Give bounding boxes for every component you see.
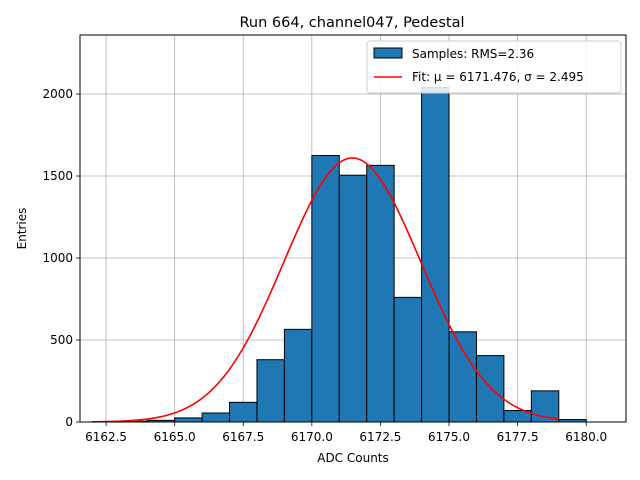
y-axis-ticks: 0 500 1000 1500 2000 <box>42 87 80 429</box>
histogram-bar <box>256 359 285 423</box>
histogram-bar <box>475 355 505 423</box>
histogram-bar <box>311 155 340 423</box>
x-tick-label: 6162.5 <box>85 430 127 444</box>
histogram-bar <box>201 412 231 423</box>
chart-title: Run 664, channel047, Pedestal <box>239 15 464 31</box>
histogram-bar <box>366 164 395 423</box>
x-tick-label: 6175.0 <box>428 430 470 444</box>
histogram-bar <box>421 86 450 423</box>
histogram-bars <box>91 86 587 423</box>
legend-box <box>366 40 622 94</box>
y-axis-label: Entries <box>15 208 29 250</box>
x-axis-ticks: 6162.5 6165.0 6167.5 6170.0 6172.5 6175.0 6177… <box>85 422 607 444</box>
y-tick-label: 1500 <box>42 169 73 183</box>
y-tick-label: 0 <box>65 415 73 429</box>
legend-label-fit: Fit: μ = 6171.476, σ = 2.495 <box>412 70 584 84</box>
fit-curve <box>92 157 559 423</box>
legend: Samples: RMS=2.36 Fit: μ = 6171.476, σ =… <box>366 40 622 94</box>
x-tick-label: 6170.0 <box>291 430 333 444</box>
y-tick-label: 1000 <box>42 251 73 265</box>
histogram-bar <box>283 328 313 423</box>
gaussian-fit <box>92 157 559 423</box>
y-tick-label: 2000 <box>42 87 73 101</box>
x-axis-label: ADC Counts <box>317 451 389 465</box>
x-tick-label: 6177.5 <box>497 430 539 444</box>
x-tick-label: 6167.5 <box>222 430 264 444</box>
x-tick-label: 6172.5 <box>359 430 401 444</box>
histogram-bar <box>338 174 368 423</box>
axes-frame <box>79 34 627 423</box>
legend-label-samples: Samples: RMS=2.36 <box>412 47 534 61</box>
legend-swatch-samples <box>373 47 403 59</box>
histogram-bar <box>229 401 258 423</box>
y-tick-label: 500 <box>50 333 73 347</box>
x-tick-label: 6165.0 <box>154 430 196 444</box>
x-tick-label: 6180.0 <box>565 430 607 444</box>
histogram-bar <box>393 296 423 423</box>
histogram-bar <box>174 417 203 423</box>
histogram-bar <box>448 331 477 423</box>
